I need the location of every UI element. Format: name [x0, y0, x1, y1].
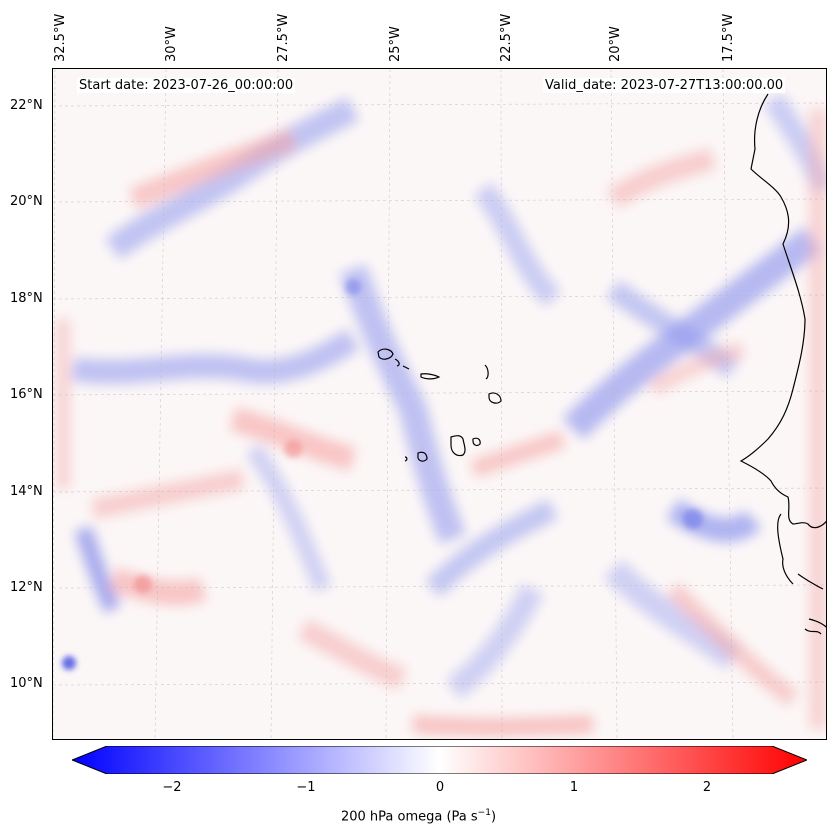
colorbar-bar — [72, 746, 807, 774]
colorbar-tick-2: 2 — [702, 780, 712, 795]
lat-label-10n: 10°N — [10, 676, 43, 691]
lat-label-16n: 16°N — [10, 387, 43, 402]
lat-label-20n: 20°N — [10, 194, 43, 209]
colorbar — [72, 746, 807, 774]
senegal-coast — [777, 513, 794, 585]
island-sao-vicente — [394, 358, 400, 367]
lon-label-22-5w: 22.5°W — [499, 13, 514, 62]
graticule — [53, 69, 826, 739]
guinea-coast — [808, 618, 826, 628]
lon-label-20w: 20°W — [608, 26, 623, 62]
omega-map — [52, 68, 827, 740]
lat-label-18n: 18°N — [10, 291, 43, 306]
island-santiago — [450, 435, 466, 457]
lon-label-17-5w: 17.5°W — [721, 13, 736, 62]
colorbar-label: 200 hPa omega (Pa s−1) — [0, 808, 837, 824]
island-boa-vista — [488, 392, 502, 404]
valid-date-label: Valid_date: 2023-07-27T13:00:00.00 — [543, 78, 786, 93]
lon-label-25w: 25°W — [388, 26, 403, 62]
island-fogo — [417, 451, 428, 462]
map-canvas — [53, 69, 826, 739]
island-santo-antao — [377, 348, 394, 360]
lon-label-27-5w: 27.5°W — [276, 13, 291, 62]
colorbar-label-exponent: −1 — [477, 808, 491, 818]
colorbar-label-end: ) — [490, 809, 497, 825]
guinea-bissau-coast — [804, 628, 822, 635]
lat-label-14n: 14°N — [10, 484, 43, 499]
omega-field-cores — [62, 279, 703, 670]
colorbar-label-main: 200 hPa omega (Pa s — [340, 809, 478, 825]
lon-label-32-5w: 32.5°W — [53, 13, 68, 62]
gambia-coast — [797, 573, 824, 590]
omega-field — [56, 92, 826, 737]
island-sal — [484, 364, 489, 380]
lat-label-22n: 22°N — [10, 98, 43, 113]
coastline — [377, 93, 826, 635]
lat-label-12n: 12°N — [10, 580, 43, 595]
west-africa-coast — [739, 93, 826, 529]
colorbar-tick-neg2: −2 — [162, 780, 182, 795]
colorbar-tick-neg1: −1 — [296, 780, 316, 795]
start-date-label: Start date: 2023-07-26_00:00:00 — [77, 78, 296, 93]
colorbar-tick-1: 1 — [569, 780, 579, 795]
lon-label-30w: 30°W — [164, 26, 179, 62]
island-maio — [472, 437, 481, 447]
island-santa-luzia — [402, 365, 410, 370]
colorbar-tick-0: 0 — [435, 780, 445, 795]
island-brava — [404, 456, 408, 462]
island-sao-nicolau — [420, 373, 441, 380]
